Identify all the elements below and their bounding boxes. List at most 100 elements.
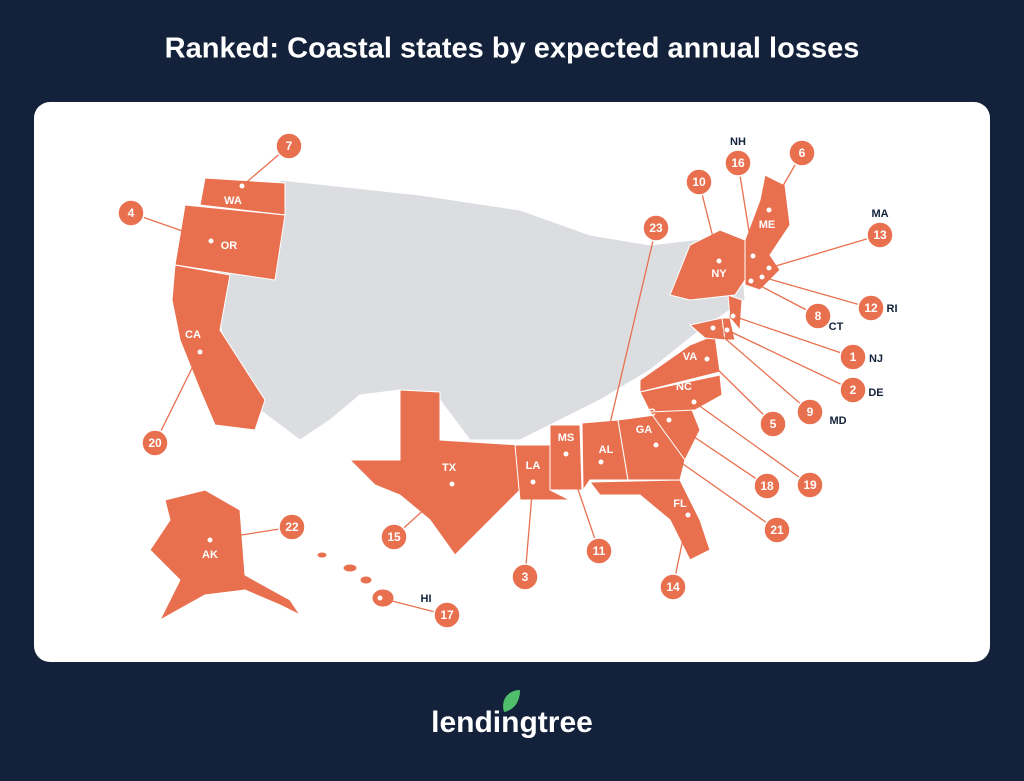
state-label: WA [224, 195, 242, 207]
state-shape [348, 389, 521, 556]
leader-line [768, 234, 881, 269]
state-label: AK [202, 549, 218, 561]
rank-number: 11 [593, 544, 606, 558]
state-dot [597, 458, 605, 466]
state-shape [617, 414, 686, 481]
rank-badge [433, 601, 461, 629]
leader-line [209, 526, 293, 541]
state-shape [171, 264, 266, 431]
state-label: CT [829, 321, 844, 333]
rank-badge [685, 168, 713, 196]
state-label: MA [871, 208, 888, 220]
rank-badge [759, 410, 787, 438]
rank-number: 2 [850, 383, 857, 397]
leader-line [655, 444, 778, 531]
state-label: VA [683, 351, 698, 363]
rank-badge [839, 343, 867, 371]
state-dot [684, 511, 692, 519]
state-label: HI [421, 593, 432, 605]
title: Ranked: Coastal states by expected annua… [165, 33, 860, 65]
state-dot [703, 355, 711, 363]
state-shape [727, 294, 743, 332]
rank-badge [380, 523, 408, 551]
rank-number: 4 [128, 206, 135, 220]
state-dot [765, 264, 773, 272]
rank-badge [141, 429, 169, 457]
leader-line [693, 401, 811, 486]
rank-badge [857, 294, 885, 322]
leader-line [726, 329, 854, 391]
leader-line [524, 481, 534, 578]
rank-badge [796, 398, 824, 426]
state-label: NJ [869, 353, 883, 365]
leader-line [761, 276, 872, 309]
state-label: MS [558, 432, 575, 444]
rank-number: 5 [770, 417, 777, 431]
state-label: TX [442, 462, 457, 474]
state-dot [765, 206, 773, 214]
state-dot [758, 273, 766, 281]
state-label: NH [730, 136, 746, 148]
leader-line [600, 227, 657, 463]
state-label: NC [676, 381, 692, 393]
leader-line [737, 162, 754, 257]
state-dot [207, 237, 215, 245]
rank-number: 23 [649, 221, 663, 235]
state-dot [529, 478, 537, 486]
rank-badge [788, 139, 816, 167]
leader-line [154, 351, 201, 444]
state-dot [665, 416, 673, 424]
state-dot [747, 277, 755, 285]
rank-number: 17 [440, 608, 454, 622]
rank-number: 7 [286, 139, 293, 153]
state-dot [196, 348, 204, 356]
rank-badge [724, 149, 752, 177]
rank-number: 14 [666, 580, 680, 594]
leader-line [668, 419, 768, 487]
rank-number: 19 [803, 478, 817, 492]
rank-number: 8 [815, 309, 822, 323]
rank-badge [796, 471, 824, 499]
state-shape [342, 563, 358, 573]
logo-text: lendingtree [431, 706, 593, 739]
rank-number: 1 [850, 350, 857, 364]
state-dot [729, 312, 737, 320]
rank-number: 16 [731, 156, 745, 170]
state-shape [174, 204, 286, 281]
rank-badge [753, 472, 781, 500]
state-dot [238, 182, 246, 190]
rank-number: 18 [760, 479, 774, 493]
state-label: RI [887, 303, 898, 315]
state-dot [690, 398, 698, 406]
rank-badge [659, 573, 687, 601]
rank-number: 3 [522, 570, 529, 584]
callouts: WA7OR4CA20AK22HI17TX15LA3MS11AL23FL14GA2… [117, 132, 898, 629]
state-shape [514, 444, 571, 501]
state-label: CA [185, 329, 201, 341]
state-dot [376, 594, 384, 602]
state-shape [149, 489, 302, 622]
state-shape [639, 374, 723, 413]
rank-badge [804, 302, 832, 330]
rank-number: 13 [873, 228, 887, 242]
rank-number: 21 [770, 523, 784, 537]
leader-line [732, 315, 854, 358]
leader-line [130, 212, 212, 242]
state-label: NY [711, 268, 727, 280]
rank-badge [117, 199, 145, 227]
rank-badge [839, 376, 867, 404]
logo-leaf [503, 690, 520, 712]
state-dot [448, 480, 456, 488]
rank-number: 9 [807, 405, 814, 419]
rank-number: 15 [387, 530, 401, 544]
rank-badge [278, 513, 306, 541]
state-label: LA [526, 460, 541, 472]
rank-badge [275, 132, 303, 160]
rank-number: 20 [148, 436, 162, 450]
state-shape [316, 551, 328, 559]
state-dot [652, 441, 660, 449]
state-label: DE [868, 387, 883, 399]
rank-badge [511, 563, 539, 591]
